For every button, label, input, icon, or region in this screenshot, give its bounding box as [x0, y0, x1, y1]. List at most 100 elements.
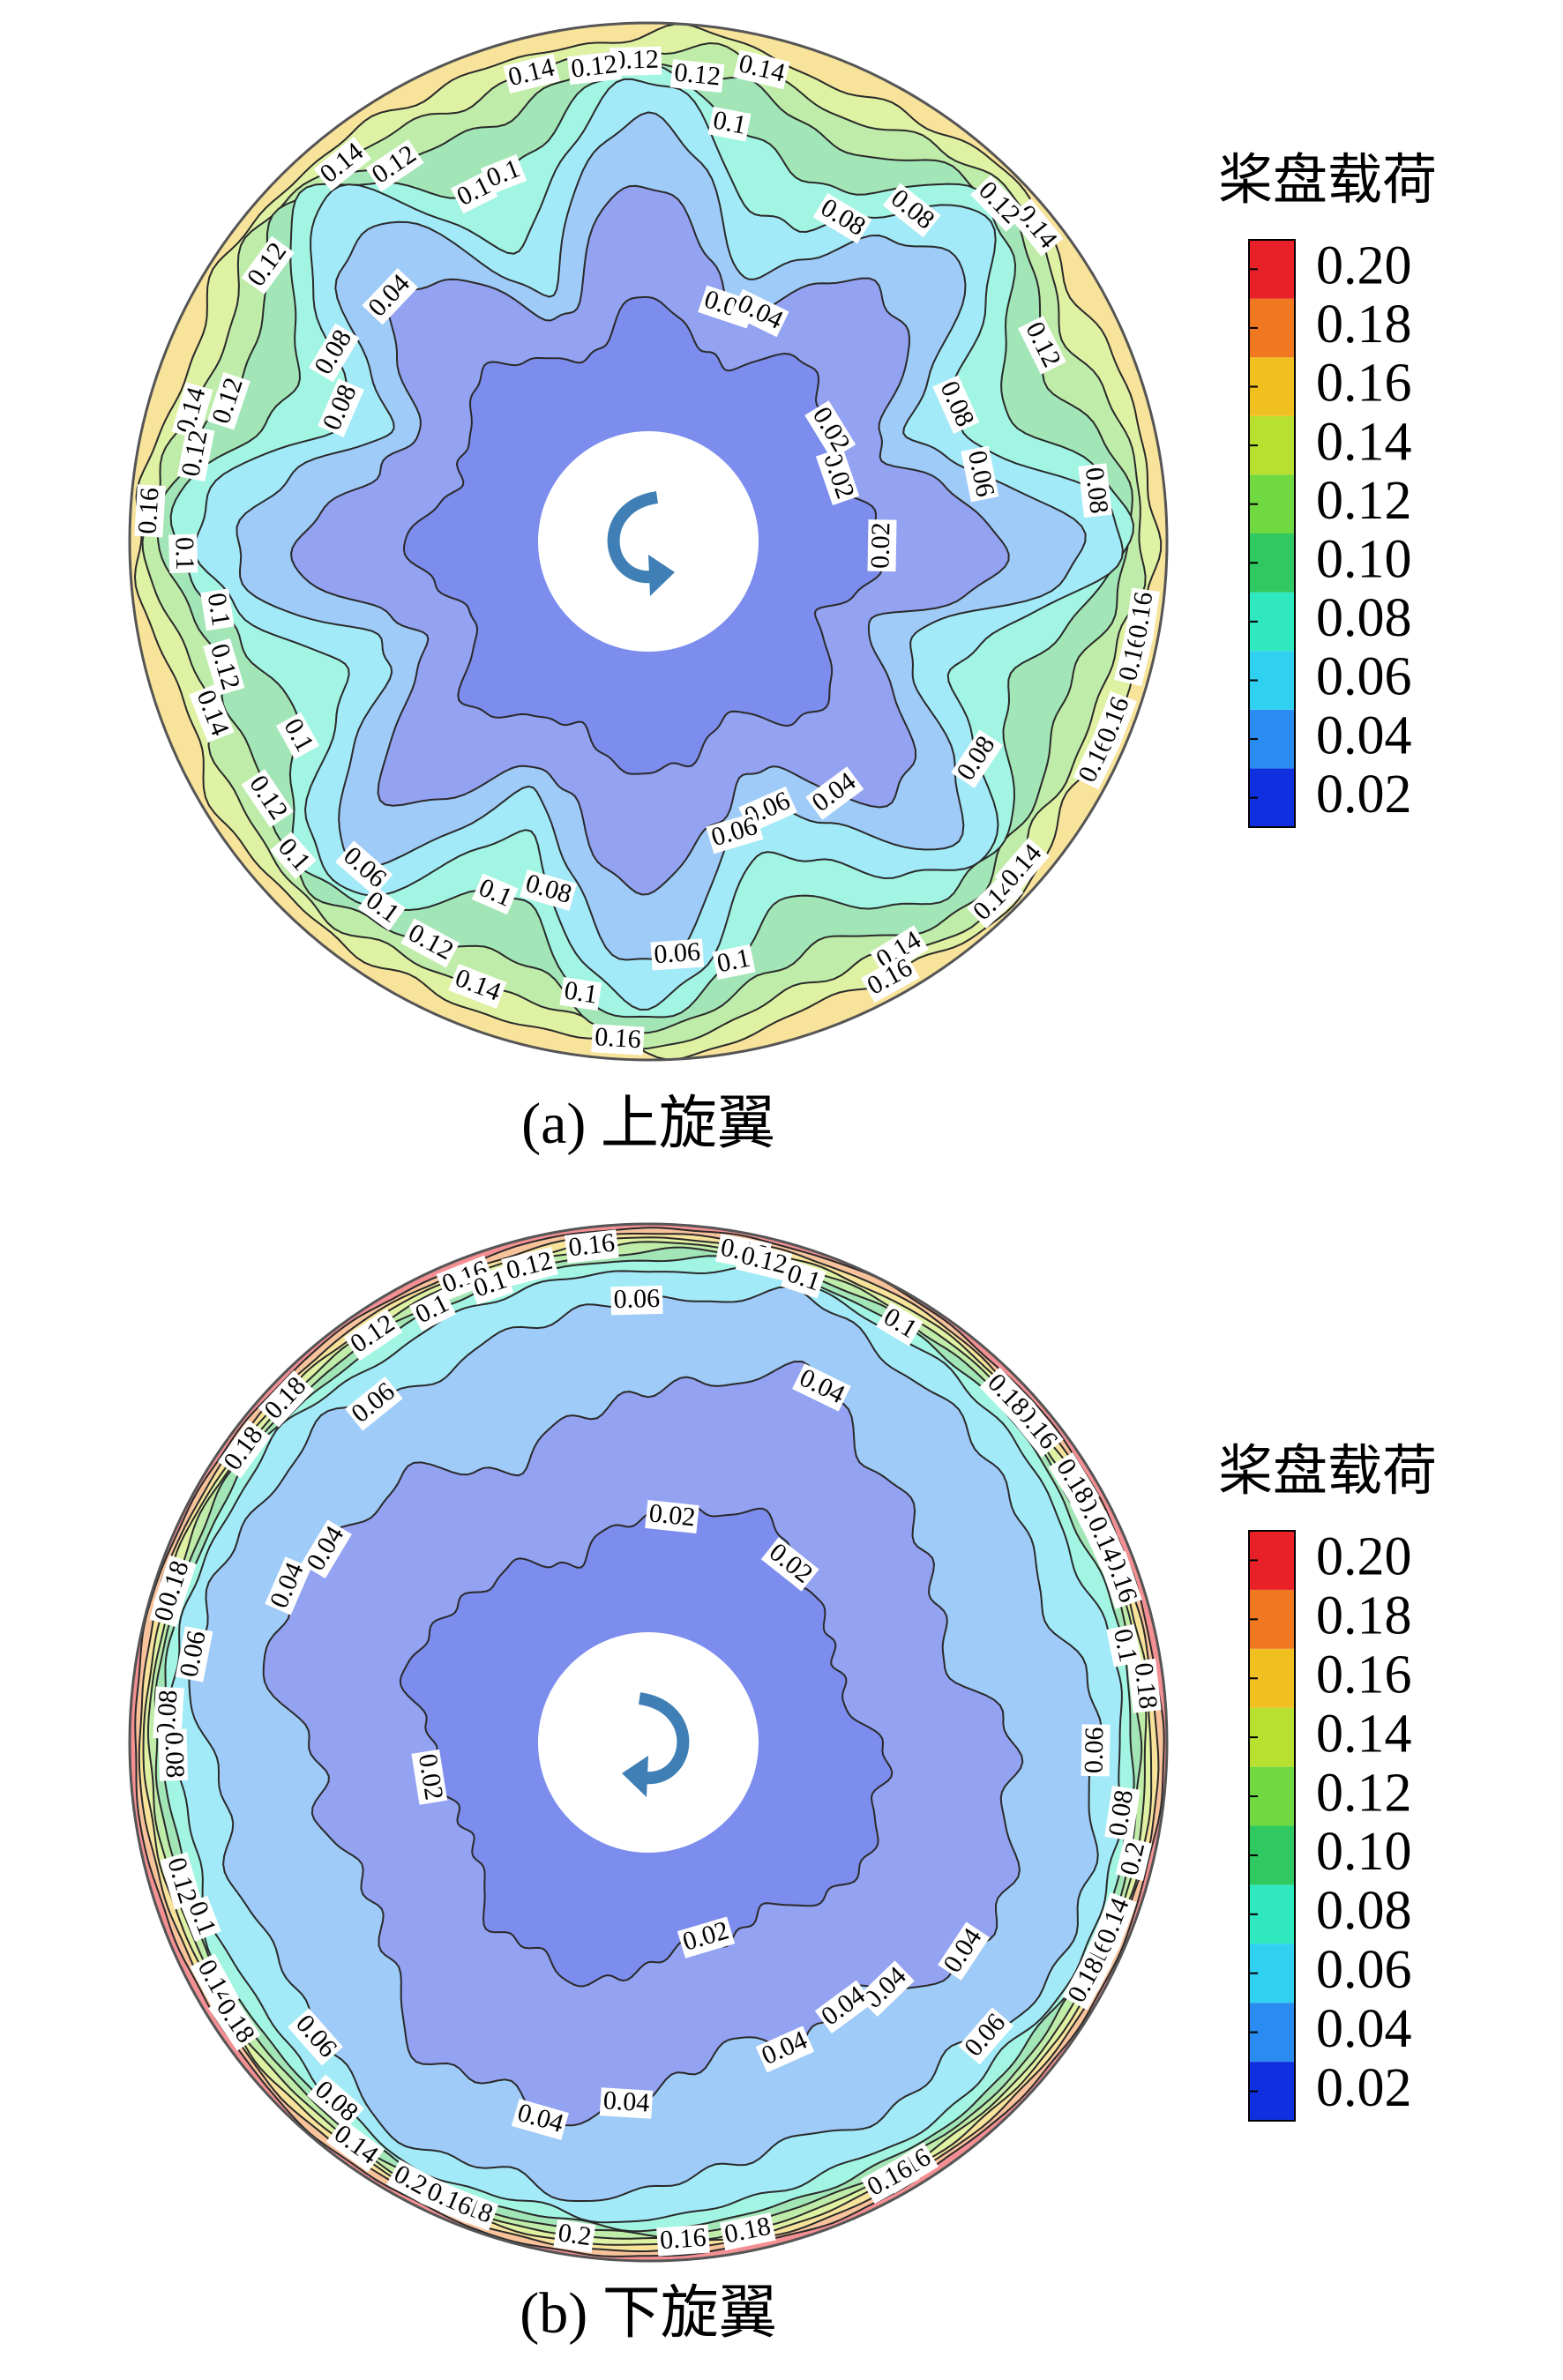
contour-label-bg — [343, 1308, 403, 1362]
contour-label-bg — [318, 378, 364, 437]
contour-label-bg — [979, 1367, 1036, 1424]
colorbar-title: 桨盘载荷 — [1218, 151, 1437, 211]
contour-label: 0.18 — [1127, 1659, 1163, 1713]
colorbar-tick-label: 0.08 — [1316, 588, 1412, 648]
contour-label-bg — [599, 2087, 654, 2119]
contour-label-bg — [241, 769, 294, 828]
contour-label-text: 0.06 — [1080, 1727, 1110, 1773]
contour-label-bg — [325, 2118, 385, 2173]
contour-label-bg — [511, 2099, 569, 2140]
contour-label-bg — [200, 588, 235, 631]
contour-label-bg — [203, 638, 245, 697]
contour-label-bg — [217, 1420, 272, 1479]
contour-label-text: 0.1 — [202, 591, 236, 628]
contour-label-text: 0.06 — [613, 1284, 660, 1314]
contour-label-bg — [1127, 1659, 1162, 1713]
contour-label-bg — [1115, 1837, 1153, 1881]
contour-label-bg — [882, 183, 941, 238]
contour-label: 0.08 — [158, 1728, 190, 1781]
contour-label-bg — [420, 2176, 479, 2224]
contour-label-bg — [345, 1376, 403, 1431]
contour-label-bg — [650, 938, 705, 971]
contour-label-bg — [656, 2224, 710, 2257]
contour-label-bg — [306, 2074, 365, 2130]
contour-label-bg — [958, 2007, 1014, 2065]
contour-label-bg — [1018, 316, 1066, 375]
colorbar-title: 桨盘载荷 — [1218, 1442, 1437, 1502]
colorbar-tick-label: 0.08 — [1316, 1881, 1412, 1941]
contour-label: 0.12 — [669, 57, 725, 93]
contour-label-bg — [365, 139, 424, 192]
contour-label-bg — [301, 1519, 352, 1579]
contour-label-text: 0.16 — [567, 1228, 617, 1263]
colorbar-tick-label: 0.02 — [1316, 2058, 1412, 2118]
contour-label: 0.14 — [189, 683, 235, 743]
contour-label-bg — [559, 977, 602, 1011]
contour-label-bg — [932, 375, 980, 434]
contour-plot: 0.10.140.140.120.140.10.160.120.080.10.1… — [128, 21, 1169, 1062]
contour-label-bg — [258, 1370, 315, 1428]
contour-label-bg — [335, 840, 393, 896]
contour-label-bg — [189, 683, 235, 743]
contour-label-bg — [450, 171, 498, 214]
contour-label-text: 0.1 — [169, 537, 199, 571]
contour-label-bg — [712, 944, 756, 981]
colorbar-tick-label: 0.06 — [1316, 647, 1412, 707]
contour-label-bg — [1062, 1951, 1112, 2011]
colorbar-tick-label: 0.16 — [1316, 1645, 1412, 1705]
contour-label-text: 0.18 — [1129, 1661, 1163, 1711]
contour-label: 0.1 — [168, 533, 199, 573]
contour-label-bg — [480, 154, 527, 195]
contour-label-bg — [677, 1916, 736, 1958]
contour-label: 0.1 — [712, 944, 756, 981]
contour-label-bg — [938, 1921, 991, 1981]
contour-label-bg — [566, 50, 622, 86]
contour-label-text: 0.12 — [570, 49, 619, 84]
contour-label-bg — [669, 59, 725, 93]
contour-label-bg — [876, 1302, 924, 1347]
contour-label: 0.18 — [208, 1992, 260, 2051]
caption: (a) 上旋翼 — [521, 1092, 775, 1156]
contour-label-bg — [411, 1749, 448, 1805]
colorbar-tick-label: 0.12 — [1316, 1763, 1412, 1823]
contour-label-bg — [814, 1980, 873, 2034]
colorbar-tick-label: 0.04 — [1316, 705, 1412, 765]
contour-label-bg — [867, 519, 897, 572]
contour-label-text: 0.1 — [563, 975, 600, 1009]
colorbar-tick-label: 0.14 — [1316, 1704, 1412, 1764]
colorbar-tick-label: 0.14 — [1316, 412, 1412, 472]
contour-label-bg — [288, 2008, 343, 2066]
colorbar-tick-label: 0.16 — [1316, 354, 1412, 414]
contour-label-bg — [645, 1500, 699, 1533]
rotation-arrowhead — [622, 1756, 648, 1797]
caption: (b) 下旋翼 — [520, 2281, 776, 2346]
contour-label-text: 0.16 — [1123, 590, 1158, 640]
contour-label-bg — [553, 2219, 596, 2253]
contour-plot: 0.160.160.20.140.180.160.160.120.10.180.… — [128, 1222, 1169, 2263]
contour-label-bg — [362, 267, 418, 325]
contour-label-bg — [171, 382, 213, 440]
contour-label-text: 0.1 — [711, 105, 749, 140]
contour-label-bg — [861, 952, 920, 1003]
contour-label-bg — [153, 1686, 184, 1740]
contour-label-text: 0.08 — [1103, 1788, 1139, 1839]
contour-label-bg — [158, 1728, 188, 1781]
contour-label: 0.08 — [1103, 1786, 1140, 1841]
colorbar-tick-label: 0.20 — [1316, 1527, 1412, 1587]
contour-label-bg — [760, 1537, 819, 1592]
contour-label-bg — [467, 1265, 514, 1305]
contour-label-bg — [520, 869, 578, 911]
colorbar-tick-label: 0.10 — [1316, 1822, 1412, 1882]
contour-label: 0.2 — [553, 2218, 596, 2253]
contour-label: 0.06 — [610, 1284, 663, 1316]
contour-label-bg — [309, 323, 360, 383]
colorbar-tick-label: 0.06 — [1316, 1940, 1412, 2000]
contour-label: 0.02 — [760, 1537, 819, 1592]
contour-label-bg — [610, 1285, 663, 1316]
contour-label: 0.02 — [645, 1498, 699, 1533]
colorbar-tick-label: 0.18 — [1316, 1586, 1412, 1646]
contour-label: 0.1 — [559, 975, 602, 1011]
contour-label: 0.1 — [200, 588, 236, 631]
contour-label-bg — [1098, 1550, 1142, 1609]
